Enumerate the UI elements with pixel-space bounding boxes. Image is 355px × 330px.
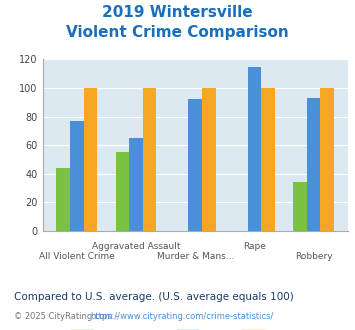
Bar bbox=[70, 121, 84, 231]
Bar bbox=[56, 168, 70, 231]
Bar bbox=[143, 88, 157, 231]
Text: Aggravated Assault: Aggravated Assault bbox=[92, 243, 180, 251]
Bar bbox=[261, 88, 275, 231]
Bar bbox=[84, 88, 97, 231]
Bar bbox=[116, 152, 129, 231]
Text: Compared to U.S. average. (U.S. average equals 100): Compared to U.S. average. (U.S. average … bbox=[14, 292, 294, 302]
Text: All Violent Crime: All Violent Crime bbox=[39, 252, 115, 261]
Bar bbox=[202, 88, 216, 231]
Text: https://www.cityrating.com/crime-statistics/: https://www.cityrating.com/crime-statist… bbox=[91, 312, 274, 321]
Bar bbox=[321, 88, 334, 231]
Text: Violent Crime Comparison: Violent Crime Comparison bbox=[66, 25, 289, 40]
Text: © 2025 CityRating.com -: © 2025 CityRating.com - bbox=[14, 312, 121, 321]
Bar bbox=[248, 67, 261, 231]
Text: 2019 Wintersville: 2019 Wintersville bbox=[102, 5, 253, 20]
Bar bbox=[189, 99, 202, 231]
Bar bbox=[129, 138, 143, 231]
Bar bbox=[307, 98, 321, 231]
Legend: Wintersville, Ohio, National: Wintersville, Ohio, National bbox=[66, 326, 324, 330]
Text: Robbery: Robbery bbox=[295, 252, 332, 261]
Text: Rape: Rape bbox=[243, 243, 266, 251]
Text: Murder & Mans...: Murder & Mans... bbox=[157, 252, 234, 261]
Bar bbox=[293, 182, 307, 231]
